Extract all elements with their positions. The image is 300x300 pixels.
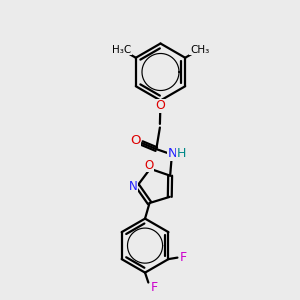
Text: CH₃: CH₃ <box>190 45 209 55</box>
Text: H: H <box>177 147 186 161</box>
Text: H₃C: H₃C <box>112 45 132 55</box>
Text: O: O <box>130 134 141 147</box>
Text: N: N <box>128 180 137 193</box>
Text: F: F <box>151 281 158 294</box>
Text: O: O <box>144 159 153 172</box>
Text: N: N <box>168 147 178 161</box>
Text: O: O <box>156 99 165 112</box>
Text: F: F <box>180 251 187 264</box>
